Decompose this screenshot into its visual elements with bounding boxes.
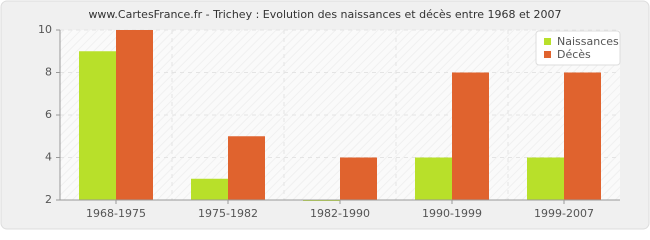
y-tick-label: 6	[45, 108, 52, 121]
bar	[116, 30, 153, 200]
legend-label: Naissances	[557, 35, 619, 48]
bar	[527, 157, 564, 200]
chart-title: www.CartesFrance.fr - Trichey : Evolutio…	[88, 8, 561, 21]
x-tick-label: 1968-1975	[86, 207, 146, 220]
x-tick-label: 1990-1999	[422, 207, 482, 220]
x-tick-label: 1982-1990	[310, 207, 370, 220]
bar	[79, 51, 116, 200]
y-tick-label: 10	[38, 23, 52, 36]
bar	[452, 72, 489, 200]
y-tick-label: 8	[45, 66, 52, 79]
y-tick-label: 4	[45, 151, 52, 164]
bar	[415, 157, 452, 200]
bar	[191, 178, 228, 200]
x-tick-label: 1975-1982	[198, 207, 258, 220]
legend-box	[535, 30, 621, 66]
legend-label: Décès	[557, 48, 591, 61]
x-tick-label: 1999-2007	[534, 207, 594, 220]
chart: www.CartesFrance.fr - Trichey : Evolutio…	[0, 0, 650, 230]
bar	[564, 72, 601, 200]
legend-swatch	[544, 38, 551, 45]
bar	[228, 136, 265, 200]
bar	[340, 157, 377, 200]
legend-swatch	[544, 51, 551, 58]
y-tick-label: 2	[45, 193, 52, 206]
